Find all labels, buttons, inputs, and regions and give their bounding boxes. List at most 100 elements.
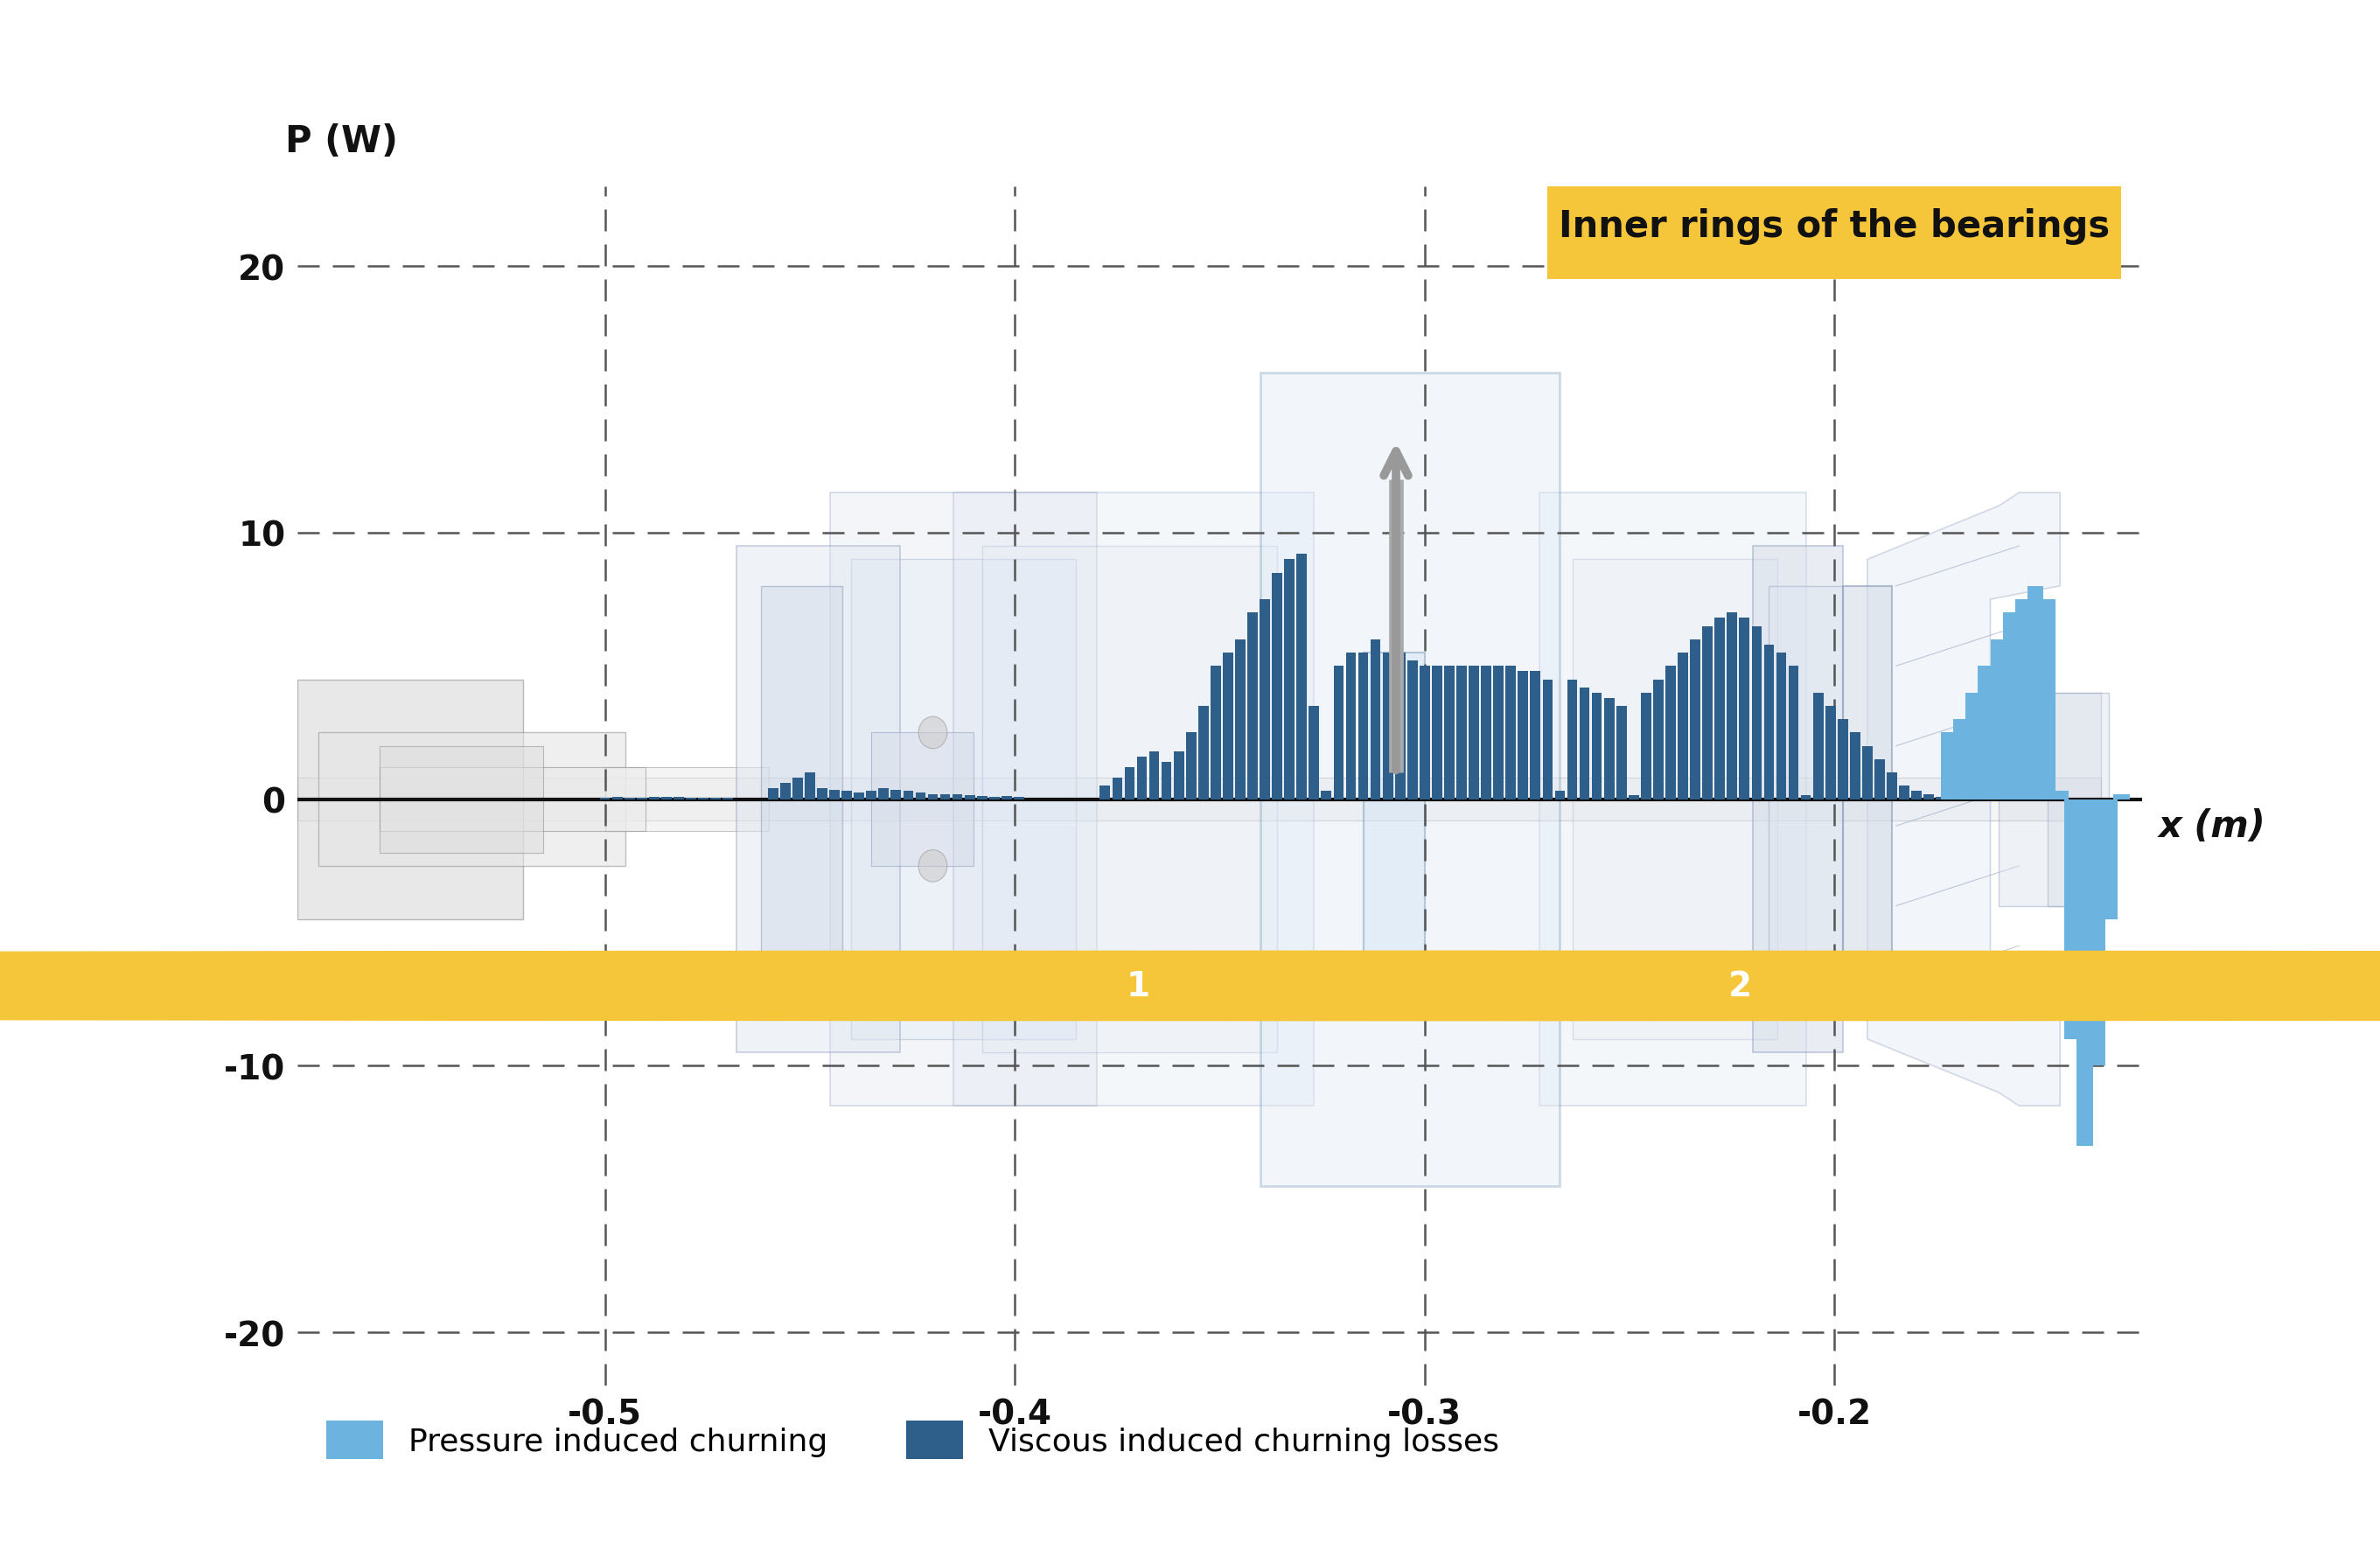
Bar xyxy=(2102,800,2118,920)
Text: x (m): x (m) xyxy=(2159,808,2266,844)
FancyBboxPatch shape xyxy=(605,768,769,831)
FancyBboxPatch shape xyxy=(1540,494,1806,1105)
Bar xyxy=(1468,666,1478,800)
Bar xyxy=(843,791,852,800)
Bar xyxy=(940,794,950,800)
Bar xyxy=(1787,666,1799,800)
Bar xyxy=(1161,763,1171,800)
Bar xyxy=(674,797,683,800)
FancyBboxPatch shape xyxy=(1547,173,2121,280)
Bar xyxy=(2052,791,2068,800)
Bar xyxy=(890,791,902,800)
Bar xyxy=(816,789,828,800)
Bar xyxy=(2075,800,2092,1146)
Bar xyxy=(1247,613,1257,800)
Bar xyxy=(1978,666,1994,800)
Text: 1: 1 xyxy=(1126,970,1150,1003)
Bar xyxy=(1887,772,1897,800)
Bar xyxy=(1197,707,1209,800)
Bar xyxy=(1480,666,1492,800)
Circle shape xyxy=(0,951,2380,1021)
Bar xyxy=(1899,786,1909,800)
Bar xyxy=(1825,707,1835,800)
Bar xyxy=(1271,573,1283,800)
Polygon shape xyxy=(1868,494,2061,1105)
Bar xyxy=(1554,791,1566,800)
Bar xyxy=(1259,599,1271,800)
Text: Inner rings of the bearings: Inner rings of the bearings xyxy=(1559,209,2111,244)
Bar xyxy=(1654,680,1664,800)
Bar xyxy=(1911,791,1921,800)
Bar xyxy=(1966,693,1983,800)
Bar xyxy=(1111,778,1123,800)
FancyBboxPatch shape xyxy=(1768,587,1842,1012)
Ellipse shape xyxy=(919,850,947,883)
Bar xyxy=(916,793,926,800)
Bar xyxy=(1297,554,1307,800)
FancyBboxPatch shape xyxy=(983,547,1278,1053)
Bar xyxy=(1740,618,1749,800)
Bar xyxy=(1359,652,1368,800)
Bar xyxy=(612,797,621,800)
FancyBboxPatch shape xyxy=(319,733,626,866)
Bar xyxy=(1628,796,1640,800)
FancyBboxPatch shape xyxy=(1842,587,1892,1012)
Bar xyxy=(1690,640,1699,800)
Bar xyxy=(2016,599,2030,800)
Bar xyxy=(781,783,790,800)
FancyBboxPatch shape xyxy=(735,547,900,1053)
Bar xyxy=(1457,666,1466,800)
Bar xyxy=(990,797,1000,800)
Bar xyxy=(1849,733,1861,800)
Bar xyxy=(1507,666,1516,800)
Bar xyxy=(1002,797,1012,800)
FancyBboxPatch shape xyxy=(378,768,645,831)
FancyBboxPatch shape xyxy=(524,768,645,831)
FancyBboxPatch shape xyxy=(850,561,1076,1040)
Bar xyxy=(1935,797,1947,800)
Bar xyxy=(2090,800,2104,1067)
Bar xyxy=(1285,561,1295,800)
Bar xyxy=(1592,693,1602,800)
FancyBboxPatch shape xyxy=(1999,693,2102,906)
Bar xyxy=(1814,693,1823,800)
Bar xyxy=(1837,719,1847,800)
Bar xyxy=(1604,699,1614,800)
Bar xyxy=(1616,707,1626,800)
Bar xyxy=(1433,666,1442,800)
FancyBboxPatch shape xyxy=(1261,374,1559,1186)
Bar xyxy=(1395,652,1404,800)
Bar xyxy=(866,791,876,800)
Bar xyxy=(1185,733,1197,800)
Bar xyxy=(1566,680,1578,800)
Bar xyxy=(1321,791,1330,800)
Circle shape xyxy=(0,951,2380,1021)
FancyBboxPatch shape xyxy=(871,733,973,866)
Bar xyxy=(1580,688,1590,800)
Bar xyxy=(1640,693,1652,800)
Bar xyxy=(1923,794,1935,800)
Text: 2: 2 xyxy=(1728,970,1752,1003)
FancyBboxPatch shape xyxy=(2047,693,2109,906)
Bar xyxy=(1802,796,1811,800)
FancyBboxPatch shape xyxy=(762,587,843,1012)
Legend: Pressure induced churning, Viscous induced churning losses: Pressure induced churning, Viscous induc… xyxy=(314,1408,1511,1471)
Bar xyxy=(1123,768,1135,800)
Bar xyxy=(1702,626,1714,800)
Bar xyxy=(854,793,864,800)
FancyBboxPatch shape xyxy=(378,746,543,853)
Bar xyxy=(1100,786,1109,800)
FancyBboxPatch shape xyxy=(831,494,1097,1105)
Bar xyxy=(976,797,988,800)
FancyBboxPatch shape xyxy=(298,680,524,920)
Bar xyxy=(1014,797,1023,800)
Text: P (W): P (W) xyxy=(286,123,397,160)
Bar xyxy=(1371,640,1380,800)
Bar xyxy=(1954,719,1971,800)
Bar xyxy=(2028,587,2044,800)
Bar xyxy=(1333,666,1345,800)
FancyBboxPatch shape xyxy=(954,494,1314,1105)
Bar xyxy=(1875,760,1885,800)
Bar xyxy=(1775,652,1787,800)
Bar xyxy=(650,797,659,800)
